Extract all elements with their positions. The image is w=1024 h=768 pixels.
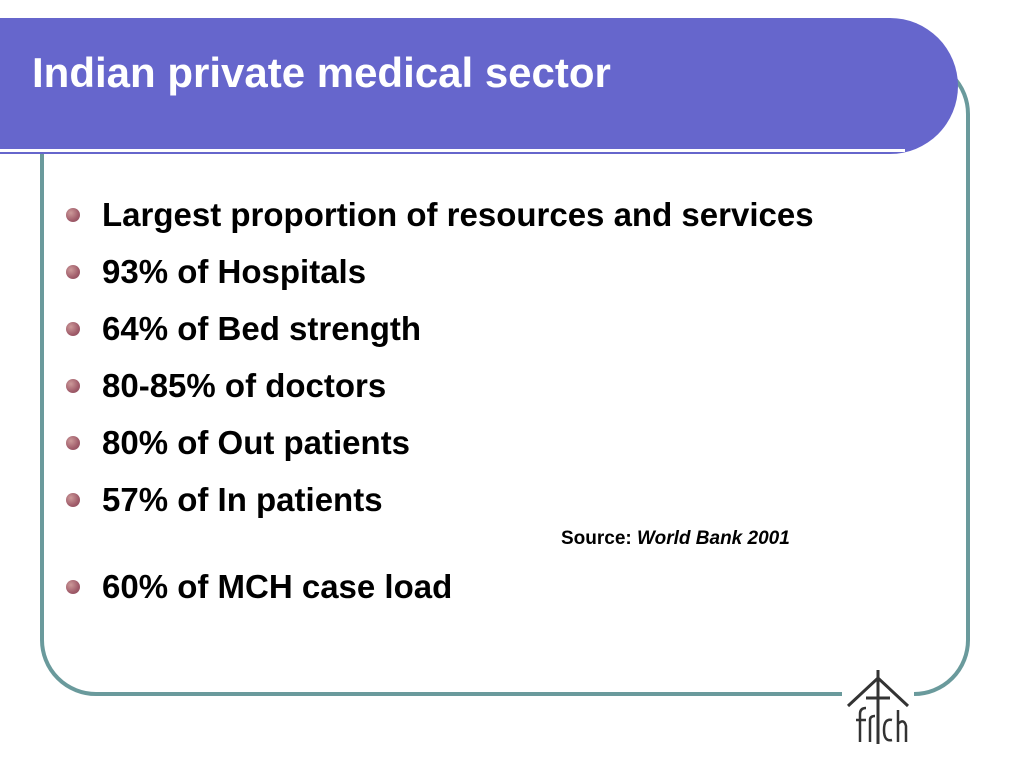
title-underline — [0, 149, 905, 152]
bullet-list: Largest proportion of resources and serv… — [64, 186, 814, 528]
bullet-text: 80% of Out patients — [102, 423, 411, 461]
list-item: 64% of Bed strength — [64, 300, 814, 357]
bullet-icon — [66, 579, 80, 594]
list-item: 57% of In patients — [64, 471, 814, 528]
bullet-icon — [66, 378, 80, 393]
bullet-text: 60% of MCH case load — [102, 567, 453, 605]
list-item: 80% of Out patients — [64, 414, 814, 471]
page-title: Indian private medical sector — [32, 49, 611, 96]
bullet-icon — [66, 492, 80, 507]
list-item: 93% of Hospitals — [64, 243, 814, 300]
list-item: 80-85% of doctors — [64, 357, 814, 414]
bullet-text: 80-85% of doctors — [102, 366, 387, 404]
bullet-text: 57% of In patients — [102, 480, 383, 518]
list-item: Largest proportion of resources and serv… — [64, 186, 814, 243]
title-bar — [0, 18, 958, 154]
bullet-icon — [66, 264, 80, 279]
bullet-text: Largest proportion of resources and serv… — [102, 195, 814, 233]
source-label: Source: — [561, 528, 632, 549]
list-item: 60% of MCH case load — [64, 558, 452, 615]
house-cross-logo-icon — [842, 668, 914, 748]
bullet-icon — [66, 435, 80, 450]
bullet-icon — [66, 207, 80, 222]
content-frame — [40, 58, 970, 696]
bullet-icon — [66, 321, 80, 336]
bullet-text: 93% of Hospitals — [102, 252, 367, 290]
source-citation: Source: World Bank 2001 — [561, 528, 790, 550]
source-value: World Bank 2001 — [637, 528, 790, 549]
bullet-text: 64% of Bed strength — [102, 309, 422, 347]
